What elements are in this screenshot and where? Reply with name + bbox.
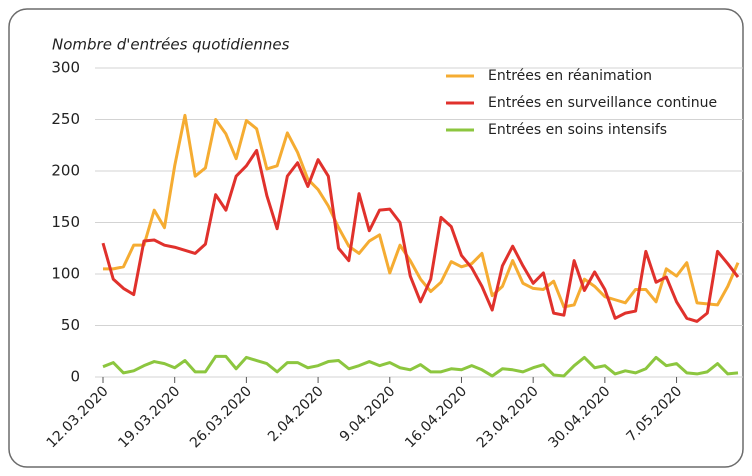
data-line <box>102 354 739 378</box>
y-tick-label: 150 <box>51 213 80 231</box>
legend-label: Entrées en soins intensifs <box>488 122 667 138</box>
y-tick-label: 250 <box>51 110 80 128</box>
data-line <box>103 113 740 309</box>
y-tick-label: 100 <box>51 265 80 283</box>
y-tick-label: 50 <box>61 316 80 334</box>
y-tick-label: 300 <box>51 59 80 77</box>
legend-label: Entrées en réanimation <box>488 68 652 84</box>
data-line <box>101 148 740 323</box>
y-tick-label: 200 <box>51 162 80 180</box>
legend-label: Entrées en surveillance continue <box>488 95 717 111</box>
y-tick-label: 0 <box>70 368 80 386</box>
y-axis-label: Nombre d'entrées quotidiennes <box>52 36 290 54</box>
